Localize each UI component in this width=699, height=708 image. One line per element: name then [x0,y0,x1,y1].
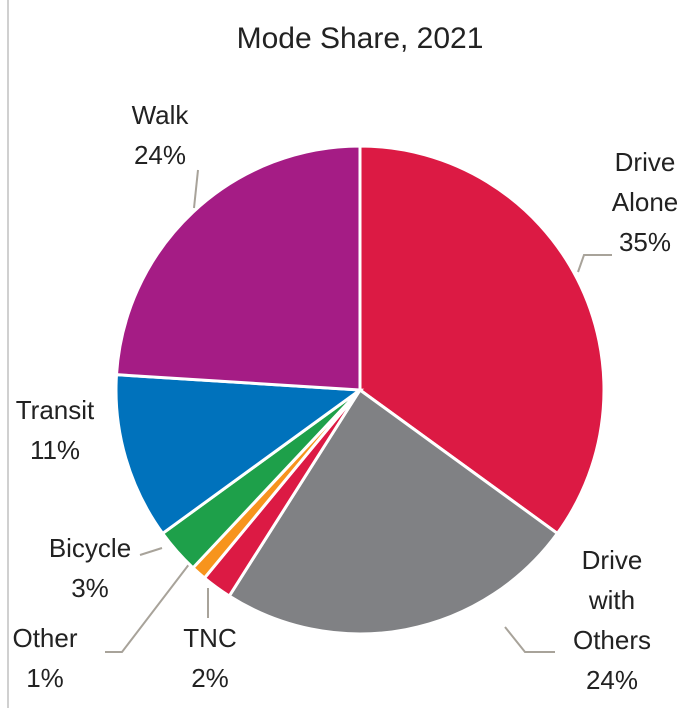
category-label: Drive with Others [572,545,652,655]
pie-slice [114,144,362,392]
pie-slice [358,144,606,536]
leader-line [577,254,612,273]
value-label: 11% [29,435,81,465]
pie-slice [114,373,365,536]
slice-label: Walk 24% [115,95,205,175]
leader-line [105,562,191,653]
value-label: 2% [191,663,229,693]
slice-label: Other 1% [5,618,85,698]
category-label: Transit [15,395,95,425]
category-label: Bicycle [48,533,132,563]
value-label: 3% [71,573,109,603]
leader-line [193,169,199,209]
value-label: 24% [133,140,187,170]
value-label: 24% [585,665,639,695]
category-label: Drive Alone [611,147,679,217]
leader-line [504,626,555,653]
slice-label: TNC 2% [170,618,250,698]
chart-title: Mode Share, 2021 [236,22,484,55]
leaders [105,169,612,653]
pie-slice [227,387,560,636]
leader-line [139,547,163,556]
value-label: 1% [26,663,64,693]
slice-label: Drive Alone 35% [600,142,690,262]
slice-label: Transit 11% [0,390,110,470]
category-label: TNC [183,623,237,653]
category-label: Other [12,623,78,653]
slice-label: Drive with Others 24% [557,540,667,700]
category-label: Walk [131,100,189,130]
slice-label: Bicycle 3% [35,528,145,608]
value-label: 35% [618,227,672,257]
